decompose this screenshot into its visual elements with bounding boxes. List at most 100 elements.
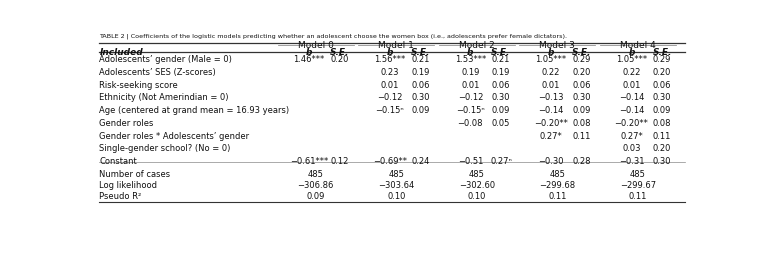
Text: 0.06: 0.06 (572, 81, 591, 90)
Text: 0.24: 0.24 (411, 157, 429, 166)
Text: 0.30: 0.30 (572, 94, 591, 103)
Text: 0.03: 0.03 (623, 144, 641, 153)
Text: TABLE 2 | Coefficients of the logistic models predicting whether an adolescent c: TABLE 2 | Coefficients of the logistic m… (99, 34, 568, 39)
Text: 0.21: 0.21 (411, 55, 429, 64)
Text: 0.11: 0.11 (629, 192, 647, 201)
Text: 0.22: 0.22 (542, 68, 560, 77)
Text: 0.23: 0.23 (380, 68, 399, 77)
Text: 0.30: 0.30 (411, 94, 429, 103)
Text: −306.86: −306.86 (297, 181, 334, 190)
Text: 0.09: 0.09 (411, 106, 429, 115)
Text: −0.31: −0.31 (619, 157, 644, 166)
Text: −0.15ⁿ: −0.15ⁿ (456, 106, 484, 115)
Text: Risk-seeking score: Risk-seeking score (99, 81, 178, 90)
Text: 0.08: 0.08 (572, 119, 591, 128)
Text: 0.19: 0.19 (492, 68, 510, 77)
Text: 1.05***: 1.05*** (616, 55, 647, 64)
Text: 0.30: 0.30 (653, 157, 672, 166)
Text: 0.19: 0.19 (461, 68, 480, 77)
Text: Model 0: Model 0 (298, 41, 334, 50)
Text: 1.56***: 1.56*** (374, 55, 406, 64)
Text: 0.27*: 0.27* (620, 131, 643, 141)
Text: 0.21: 0.21 (492, 55, 510, 64)
Text: −302.60: −302.60 (458, 181, 495, 190)
Text: b: b (306, 48, 312, 57)
Text: 0.22: 0.22 (623, 68, 641, 77)
Text: 0.01: 0.01 (461, 81, 480, 90)
Text: b: b (628, 48, 635, 57)
Text: 0.20: 0.20 (653, 144, 672, 153)
Text: b: b (387, 48, 393, 57)
Text: Model 4: Model 4 (620, 41, 656, 50)
Text: Model 3: Model 3 (539, 41, 575, 50)
Text: 485: 485 (388, 170, 404, 179)
Text: −299.67: −299.67 (620, 181, 656, 190)
Text: 0.29: 0.29 (653, 55, 672, 64)
Text: −0.15ⁿ: −0.15ⁿ (375, 106, 404, 115)
Text: 0.01: 0.01 (623, 81, 641, 90)
Text: Number of cases: Number of cases (99, 170, 170, 179)
Text: 0.20: 0.20 (653, 68, 672, 77)
Text: Model 2: Model 2 (459, 41, 494, 50)
Text: 0.11: 0.11 (572, 131, 591, 141)
Text: S.E.: S.E. (572, 48, 591, 57)
Text: 0.30: 0.30 (492, 94, 510, 103)
Text: 0.05: 0.05 (492, 119, 510, 128)
Text: 0.09: 0.09 (492, 106, 510, 115)
Text: −0.69**: −0.69** (373, 157, 406, 166)
Text: 0.27*: 0.27* (539, 131, 562, 141)
Text: −0.61***: −0.61*** (290, 157, 329, 166)
Text: Constant: Constant (99, 157, 137, 166)
Text: −303.64: −303.64 (378, 181, 414, 190)
Text: 485: 485 (549, 170, 565, 179)
Text: 0.09: 0.09 (572, 106, 591, 115)
Text: 485: 485 (308, 170, 323, 179)
Text: 0.06: 0.06 (653, 81, 672, 90)
Text: 0.06: 0.06 (411, 81, 429, 90)
Text: S.E.: S.E. (330, 48, 349, 57)
Text: 0.20: 0.20 (572, 68, 591, 77)
Text: −0.30: −0.30 (538, 157, 564, 166)
Text: Ethnicity (Not Amerindian = 0): Ethnicity (Not Amerindian = 0) (99, 94, 229, 103)
Text: 0.09: 0.09 (306, 192, 325, 201)
Text: Adolescents’ SES (Z-scores): Adolescents’ SES (Z-scores) (99, 68, 216, 77)
Text: −0.20**: −0.20** (534, 119, 568, 128)
Text: 1.53***: 1.53*** (455, 55, 486, 64)
Text: 0.29: 0.29 (572, 55, 591, 64)
Text: −0.13: −0.13 (538, 94, 564, 103)
Text: Pseudo R²: Pseudo R² (99, 192, 141, 201)
Text: −0.51: −0.51 (458, 157, 483, 166)
Text: 0.01: 0.01 (380, 81, 399, 90)
Text: 0.10: 0.10 (468, 192, 486, 201)
Text: 485: 485 (469, 170, 484, 179)
Text: −0.14: −0.14 (619, 106, 644, 115)
Text: −0.12: −0.12 (458, 94, 483, 103)
Text: 0.09: 0.09 (653, 106, 672, 115)
Text: 0.12: 0.12 (331, 157, 349, 166)
Text: 0.27ⁿ: 0.27ⁿ (490, 157, 512, 166)
Text: 0.11: 0.11 (549, 192, 567, 201)
Text: 0.06: 0.06 (492, 81, 510, 90)
Text: Model 1: Model 1 (378, 41, 414, 50)
Text: S.E.: S.E. (652, 48, 672, 57)
Text: 0.30: 0.30 (653, 94, 672, 103)
Text: b: b (467, 48, 474, 57)
Text: Log likelihood: Log likelihood (99, 181, 157, 190)
Text: S.E.: S.E. (491, 48, 510, 57)
Text: Gender roles * Adolescents’ gender: Gender roles * Adolescents’ gender (99, 131, 250, 141)
Text: 1.05***: 1.05*** (536, 55, 567, 64)
Text: S.E.: S.E. (411, 48, 430, 57)
Text: 0.28: 0.28 (572, 157, 591, 166)
Text: Single-gender school? (No = 0): Single-gender school? (No = 0) (99, 144, 231, 153)
Text: Age (centered at grand mean = 16.93 years): Age (centered at grand mean = 16.93 year… (99, 106, 290, 115)
Text: 0.19: 0.19 (411, 68, 429, 77)
Text: −0.20**: −0.20** (614, 119, 649, 128)
Text: 485: 485 (630, 170, 646, 179)
Text: 0.20: 0.20 (331, 55, 349, 64)
Text: Gender roles: Gender roles (99, 119, 154, 128)
Text: −0.14: −0.14 (539, 106, 564, 115)
Text: 1.46***: 1.46*** (293, 55, 325, 64)
Text: −0.14: −0.14 (619, 94, 644, 103)
Text: 0.10: 0.10 (387, 192, 406, 201)
Text: −0.12: −0.12 (377, 94, 403, 103)
